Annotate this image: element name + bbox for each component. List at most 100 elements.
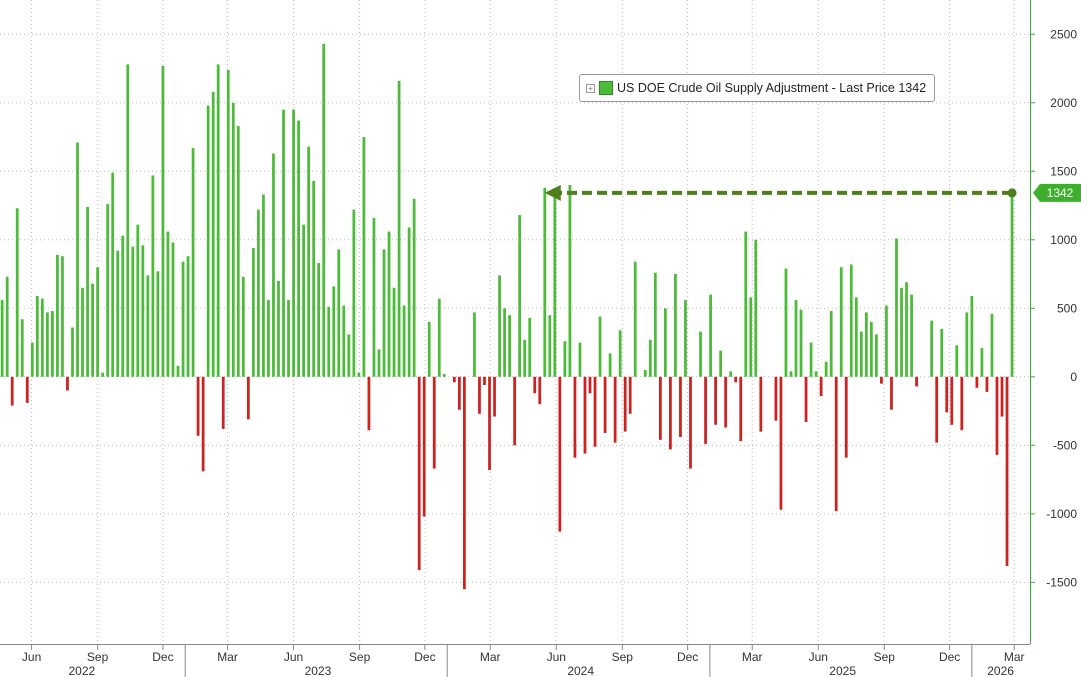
- bar: [126, 64, 130, 377]
- x-tick-label: Jun: [547, 650, 566, 664]
- bar: [181, 261, 185, 377]
- bar: [613, 376, 617, 443]
- bar: [312, 180, 316, 377]
- bar: [538, 376, 542, 405]
- y-tick-label: -500: [1053, 438, 1077, 452]
- x-tick-label: Jun: [284, 650, 303, 664]
- year-label: 2022: [68, 664, 95, 677]
- bar: [5, 276, 9, 377]
- bar: [714, 376, 717, 425]
- bar: [257, 209, 260, 377]
- bar: [337, 249, 341, 377]
- bar: [653, 272, 657, 377]
- bar: [437, 298, 441, 377]
- x-tick-label: Mar: [217, 650, 238, 664]
- bar: [618, 330, 622, 377]
- bar: [262, 194, 265, 377]
- bar: [61, 256, 64, 377]
- bar: [523, 339, 527, 377]
- bar: [885, 305, 888, 377]
- expand-plus-icon[interactable]: +: [586, 83, 595, 93]
- bar: [608, 353, 612, 377]
- bar: [814, 371, 818, 377]
- bar: [679, 376, 682, 438]
- bar: [508, 315, 511, 377]
- bar: [754, 239, 758, 377]
- x-tick-label: Sep: [874, 650, 896, 664]
- grid-lines: [0, 0, 1030, 644]
- bar: [663, 308, 667, 377]
- x-tick-label: Mar: [1004, 650, 1025, 664]
- bar: [111, 172, 115, 377]
- bar: [272, 153, 275, 377]
- bar: [432, 376, 436, 469]
- bar: [975, 376, 979, 388]
- x-axis: Jun Sep Dec Mar Jun Sep Dec Mar Jun Sep Dec Mar Jun S…: [0, 644, 1030, 677]
- bar: [568, 184, 572, 377]
- bar: [935, 376, 939, 443]
- bar: [985, 376, 989, 392]
- bar: [915, 376, 918, 387]
- bar: [628, 376, 632, 414]
- bar: [226, 69, 230, 377]
- bar: [66, 376, 69, 391]
- bar: [51, 311, 54, 377]
- bar: [875, 334, 878, 377]
- bar: [297, 120, 300, 377]
- bar: [849, 264, 853, 377]
- last-price-tag-label: 1342: [1047, 186, 1074, 200]
- bar: [96, 267, 99, 377]
- bar: [287, 300, 290, 377]
- bar: [648, 339, 652, 377]
- y-tick-label: 500: [1057, 301, 1077, 315]
- bar: [483, 376, 486, 386]
- bar: [56, 254, 59, 377]
- bar: [422, 376, 426, 517]
- bar: [86, 206, 89, 377]
- bar: [839, 267, 843, 377]
- bar: [35, 295, 39, 377]
- year-label: 2025: [829, 664, 856, 677]
- bar: [236, 126, 240, 377]
- bar: [829, 311, 833, 377]
- bar: [156, 271, 160, 377]
- bar: [457, 376, 461, 410]
- bar: [910, 294, 913, 377]
- bar: [362, 137, 366, 377]
- bar: [824, 361, 828, 377]
- bar: [789, 371, 793, 377]
- bar: [352, 209, 356, 377]
- bar: [10, 376, 14, 406]
- chart-legend[interactable]: + US DOE Crude Oil Supply Adjustment - L…: [579, 74, 936, 102]
- bar: [578, 342, 582, 377]
- bar: [417, 376, 421, 571]
- y-tick-label: 2500: [1050, 27, 1077, 41]
- y-tick-label: 1000: [1050, 233, 1077, 247]
- bar: [377, 349, 381, 377]
- arrow-head: [544, 184, 561, 201]
- bar: [25, 376, 29, 403]
- bar: [498, 275, 501, 377]
- bar: [387, 231, 391, 377]
- bar: [553, 191, 557, 377]
- bar: [704, 376, 707, 444]
- bar: [282, 109, 285, 377]
- y-tick-label: -1500: [1046, 575, 1077, 589]
- bar: [473, 312, 476, 377]
- bar: [759, 376, 763, 432]
- x-tick-label: Jun: [22, 650, 41, 664]
- bar: [880, 376, 883, 384]
- bar: [357, 372, 361, 377]
- bar: [658, 376, 662, 440]
- bar: [493, 376, 496, 417]
- bar: [0, 300, 4, 377]
- bar: [563, 341, 567, 377]
- bar: [402, 305, 406, 377]
- bar: [844, 376, 848, 458]
- bar: [317, 263, 321, 377]
- bar: [699, 331, 702, 377]
- bar: [332, 286, 336, 377]
- bar: [593, 376, 597, 447]
- bar: [191, 147, 195, 377]
